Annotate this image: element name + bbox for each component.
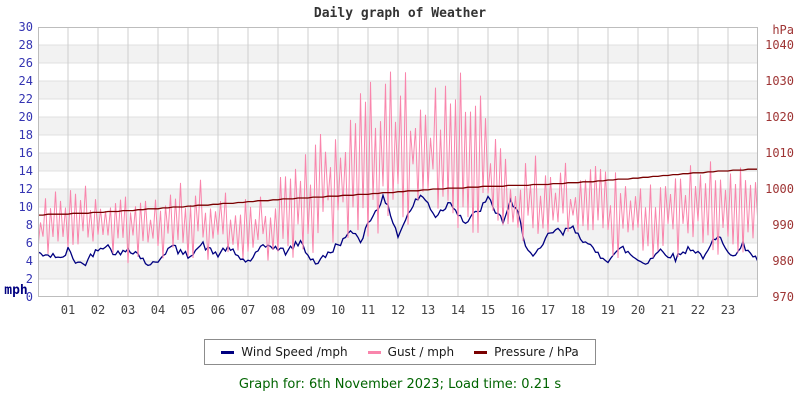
right-axis-tick: 1020	[765, 110, 794, 124]
legend-item-wind-speed: Wind Speed /mph	[221, 345, 348, 359]
right-axis-tick: 1010	[765, 146, 794, 160]
x-axis-tick: 16	[510, 303, 526, 317]
x-axis-tick: 05	[180, 303, 196, 317]
pressure-line	[38, 168, 758, 216]
left-axis-tick: 28	[18, 38, 33, 52]
legend-label-pressure: Pressure / hPa	[494, 345, 579, 359]
x-axis-tick: 22	[690, 303, 706, 317]
left-axis-tick: 2	[25, 272, 33, 286]
weather-chart-svg	[38, 27, 758, 297]
left-axis-tick: 4	[25, 254, 33, 268]
x-axis-tick: 13	[420, 303, 436, 317]
x-axis-tick: 17	[540, 303, 556, 317]
x-axis-tick: 23	[720, 303, 736, 317]
x-axis-tick: 06	[210, 303, 226, 317]
x-axis-tick: 18	[570, 303, 586, 317]
pressure-swatch-icon	[474, 350, 488, 354]
left-axis-tick: 12	[18, 182, 33, 196]
left-axis-tick: 26	[18, 56, 33, 70]
left-axis-tick: 6	[25, 236, 33, 250]
gust-line	[38, 71, 758, 264]
chart-title: Daily graph of Weather	[313, 6, 487, 21]
left-axis-tick: 10	[18, 200, 33, 214]
x-axis-tick: 21	[660, 303, 676, 317]
gust-swatch-icon	[367, 350, 381, 354]
legend-item-gust: Gust / mph	[367, 345, 455, 359]
right-axis-tick: 980	[772, 254, 794, 268]
left-axis-tick: 14	[18, 164, 33, 178]
x-axis-tick: 19	[600, 303, 616, 317]
right-axis-tick: 1040	[765, 38, 794, 52]
x-axis-tick: 04	[150, 303, 166, 317]
right-axis-tick: 1000	[765, 182, 794, 196]
plot-area	[38, 27, 758, 297]
legend-item-pressure: Pressure / hPa	[474, 345, 579, 359]
left-axis-unit-label: mph	[4, 283, 28, 298]
left-axis-tick: 22	[18, 92, 33, 106]
x-axis-tick: 07	[240, 303, 256, 317]
left-axis-tick: 20	[18, 110, 33, 124]
x-axis-tick: 10	[330, 303, 346, 317]
left-axis-tick: 16	[18, 146, 33, 160]
x-axis-tick: 15	[480, 303, 496, 317]
right-axis-unit-label: hPa	[772, 23, 794, 37]
x-axis-tick: 02	[90, 303, 106, 317]
wind-speed-swatch-icon	[221, 350, 235, 354]
x-axis-tick: 01	[60, 303, 76, 317]
x-axis-tick: 14	[450, 303, 466, 317]
left-axis-tick: 0	[25, 290, 33, 304]
left-axis-tick: 24	[18, 74, 33, 88]
right-axis-tick: 990	[772, 218, 794, 232]
graph-footer-text: Graph for: 6th November 2023; Load time:…	[238, 377, 562, 392]
right-axis-tick: 970	[772, 290, 794, 304]
legend-label-gust: Gust / mph	[387, 345, 455, 359]
wind-speed-line	[38, 192, 758, 267]
legend-box: Wind Speed /mph Gust / mph Pressure / hP…	[204, 339, 596, 365]
left-axis-tick: 8	[25, 218, 33, 232]
x-axis-tick: 09	[300, 303, 316, 317]
legend: Wind Speed /mph Gust / mph Pressure / hP…	[0, 339, 800, 365]
left-axis-tick: 30	[18, 20, 33, 34]
x-axis-tick: 11	[360, 303, 376, 317]
x-axis-tick: 12	[390, 303, 406, 317]
legend-label-wind-speed: Wind Speed /mph	[241, 345, 348, 359]
left-axis-tick: 18	[18, 128, 33, 142]
x-axis-tick: 08	[270, 303, 286, 317]
x-axis-tick: 03	[120, 303, 136, 317]
right-axis-tick: 1030	[765, 74, 794, 88]
x-axis-tick: 20	[630, 303, 646, 317]
